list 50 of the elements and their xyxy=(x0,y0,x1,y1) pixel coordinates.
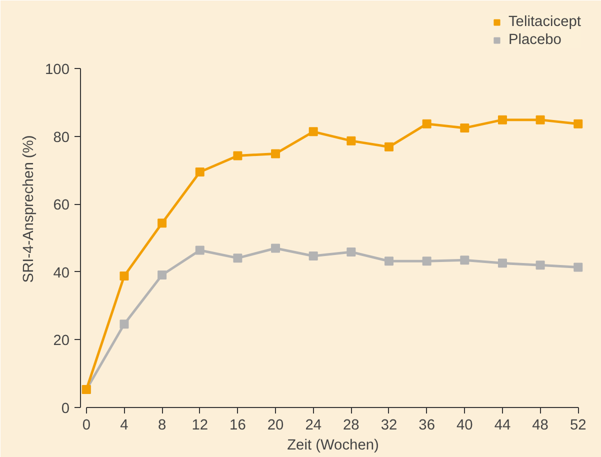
point xyxy=(460,256,470,265)
point xyxy=(346,247,356,256)
y-axis-title: SRI-4-Ansprechen (%) xyxy=(21,135,38,283)
x-tick-label: 36 xyxy=(418,418,435,434)
y-tick-label: 80 xyxy=(53,130,70,146)
x-tick-label: 16 xyxy=(230,418,246,434)
x-tick-label: 48 xyxy=(532,418,548,434)
point xyxy=(346,136,356,146)
x-tick-label: 24 xyxy=(305,418,322,434)
point xyxy=(195,246,204,255)
point xyxy=(233,151,242,160)
x-tick-label: 12 xyxy=(192,418,208,434)
point xyxy=(384,142,394,152)
x-tick-label: 32 xyxy=(380,418,398,434)
x-axis-title: Zeit (Wochen) xyxy=(287,438,379,454)
y-tick-label: 60 xyxy=(53,198,70,214)
legend-label: Placebo xyxy=(508,32,562,48)
point xyxy=(233,254,242,263)
point xyxy=(271,149,280,158)
point xyxy=(120,320,129,329)
legend-label: Telitacicept xyxy=(508,14,581,30)
x-tick-label: 8 xyxy=(158,418,166,434)
point xyxy=(308,252,318,261)
x-tick-label: 0 xyxy=(82,418,90,434)
y-tick-label: 0 xyxy=(61,401,70,417)
point xyxy=(158,270,167,280)
y-tick-label: 40 xyxy=(53,265,70,282)
point xyxy=(574,119,583,128)
point xyxy=(308,127,318,136)
point xyxy=(498,115,507,124)
point xyxy=(120,272,129,281)
point xyxy=(536,260,545,270)
x-tick-label: 40 xyxy=(456,418,473,434)
point xyxy=(422,256,432,266)
point xyxy=(158,218,167,228)
point xyxy=(460,123,470,132)
y-tick-label: 100 xyxy=(45,62,70,78)
point xyxy=(271,244,280,253)
x-tick-label: 28 xyxy=(343,418,360,434)
point xyxy=(536,115,545,124)
point xyxy=(384,256,394,266)
point xyxy=(195,167,204,176)
x-tick-label: 52 xyxy=(570,418,586,434)
point xyxy=(498,258,507,268)
x-tick-label: 44 xyxy=(494,418,511,434)
y-tick-label: 20 xyxy=(53,333,70,350)
x-tick-label: 4 xyxy=(120,418,128,434)
point xyxy=(422,119,432,128)
x-tick-label: 20 xyxy=(267,418,284,434)
point xyxy=(574,262,583,272)
